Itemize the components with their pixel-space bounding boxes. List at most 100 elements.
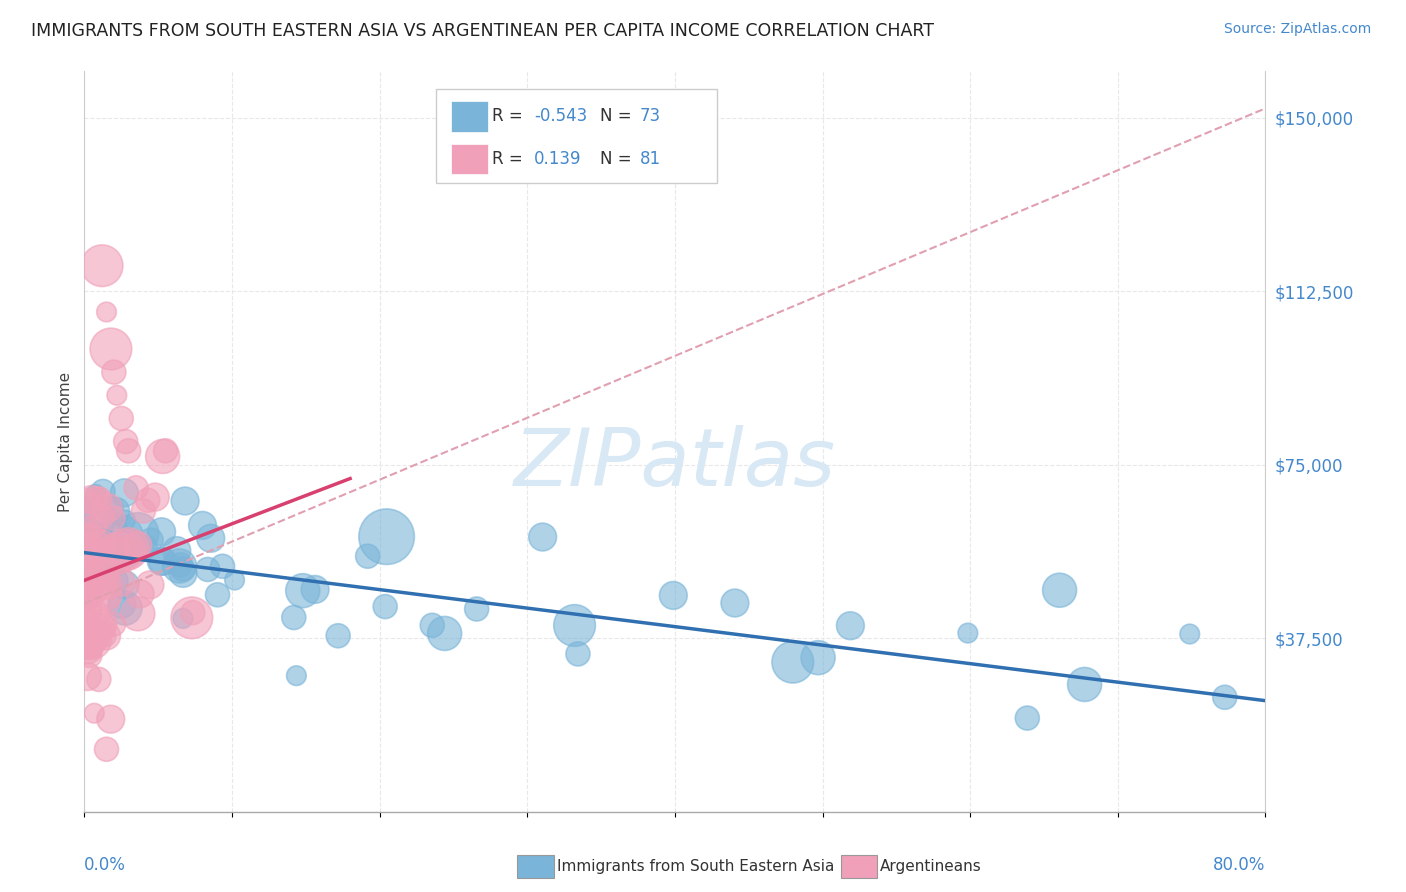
Point	[84, 555, 107, 569]
Point	[807, 650, 830, 665]
Text: Source: ZipAtlas.com: Source: ZipAtlas.com	[1223, 22, 1371, 37]
Point	[150, 524, 173, 539]
Point	[117, 541, 139, 556]
Point	[166, 543, 188, 558]
Text: N =: N =	[600, 107, 637, 126]
Point	[76, 605, 98, 619]
Point	[139, 578, 162, 592]
Point	[80, 605, 103, 619]
Point	[207, 588, 229, 602]
Point	[152, 554, 174, 568]
Point	[91, 509, 114, 524]
Point	[80, 632, 103, 646]
Point	[839, 618, 862, 632]
Point	[433, 626, 456, 640]
Point	[110, 411, 132, 425]
Point	[191, 518, 214, 533]
Y-axis label: Per Capita Income: Per Capita Income	[58, 371, 73, 512]
Point	[114, 601, 136, 615]
Point	[356, 549, 378, 564]
Point	[75, 592, 97, 607]
Point	[77, 582, 100, 596]
Point	[90, 535, 112, 549]
Point	[465, 602, 488, 616]
Point	[75, 561, 97, 575]
Point	[86, 607, 108, 621]
Point	[107, 546, 129, 560]
Text: R =: R =	[492, 150, 529, 168]
Point	[105, 388, 128, 402]
Point	[285, 668, 308, 682]
Point	[79, 539, 101, 553]
Point	[96, 305, 118, 319]
Point	[136, 493, 159, 508]
Point	[75, 558, 97, 572]
Point	[84, 541, 107, 556]
Point	[77, 640, 100, 654]
Text: Argentineans: Argentineans	[880, 859, 981, 873]
Point	[79, 525, 101, 540]
Point	[76, 588, 98, 602]
Point	[662, 589, 685, 603]
Point	[91, 616, 114, 631]
Point	[114, 543, 136, 558]
Point	[75, 620, 97, 634]
Point	[77, 642, 100, 657]
Point	[96, 577, 118, 591]
Point	[104, 574, 127, 588]
Point	[83, 706, 105, 721]
Point	[90, 545, 112, 559]
Point	[104, 504, 127, 518]
Point	[564, 618, 586, 632]
Point	[304, 582, 326, 597]
Point	[374, 599, 396, 614]
Point	[567, 647, 589, 661]
Point	[326, 629, 349, 643]
Point	[97, 588, 120, 602]
Point	[98, 597, 121, 611]
Point	[1073, 677, 1095, 691]
Point	[127, 526, 149, 541]
Text: 0.139: 0.139	[534, 150, 582, 168]
Point	[103, 365, 125, 379]
Point	[291, 583, 314, 598]
Point	[89, 490, 111, 504]
Point	[79, 570, 101, 584]
Text: 73: 73	[640, 107, 661, 126]
Point	[87, 584, 110, 599]
Point	[782, 655, 804, 669]
Point	[132, 504, 155, 518]
Point	[75, 534, 97, 549]
Point	[531, 530, 554, 544]
Point	[111, 529, 134, 543]
Point	[211, 559, 233, 574]
Point	[169, 558, 191, 572]
Text: 81: 81	[640, 150, 661, 168]
Point	[75, 516, 97, 531]
Point	[111, 597, 134, 611]
Point	[956, 626, 979, 640]
Point	[76, 547, 98, 561]
Point	[105, 542, 128, 557]
Point	[75, 626, 97, 640]
Point	[117, 546, 139, 560]
Point	[420, 618, 443, 632]
Point	[83, 512, 105, 526]
Text: IMMIGRANTS FROM SOUTH EASTERN ASIA VS ARGENTINEAN PER CAPITA INCOME CORRELATION : IMMIGRANTS FROM SOUTH EASTERN ASIA VS AR…	[31, 22, 934, 40]
Point	[375, 530, 398, 544]
Point	[200, 531, 222, 545]
Point	[94, 566, 117, 581]
Point	[97, 500, 120, 515]
Point	[101, 511, 124, 525]
Point	[114, 434, 136, 449]
Point	[80, 537, 103, 551]
Point	[80, 572, 103, 586]
Point	[127, 538, 149, 552]
Point	[75, 502, 97, 516]
Point	[91, 566, 114, 580]
Point	[91, 534, 114, 549]
Point	[100, 712, 122, 726]
Point	[76, 528, 98, 542]
Point	[114, 578, 136, 592]
Point	[1017, 711, 1039, 725]
